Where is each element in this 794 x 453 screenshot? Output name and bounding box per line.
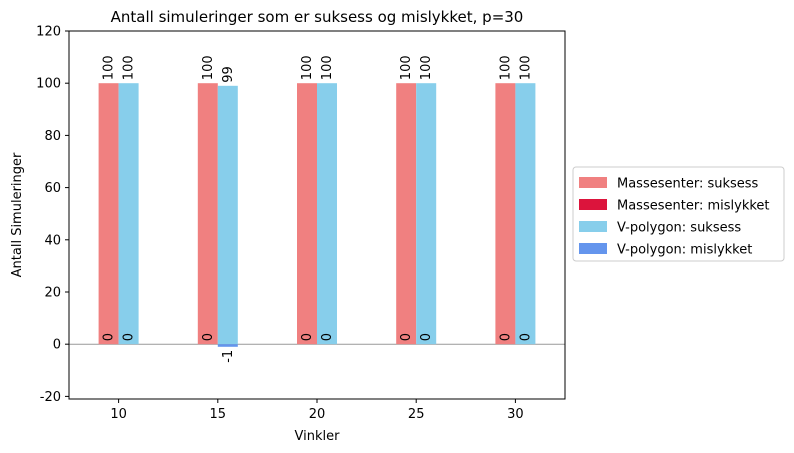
data-label: 100 [201,55,216,80]
y-axis-label: Antall Simuleringer [10,152,25,277]
data-label: 0 [320,333,335,341]
data-label: 100 [102,55,117,80]
x-tick-label: 20 [309,407,326,422]
legend-label: Massesenter: suksess [617,177,759,192]
data-label: 100 [419,55,434,80]
y-tick-label: 60 [44,181,61,196]
bar-massesenter-suksess-30 [495,83,516,345]
legend-swatch [579,243,607,254]
bar-massesenter-suksess-20 [297,83,317,345]
bar-massesenter-suksess-25 [396,83,417,345]
plot-area: 100 0 100 0 10 100 0 99 -1 15 100 0 100 0 20 100 0 100 0 25… [36,25,566,422]
x-tick-label: 25 [408,407,425,422]
data-label: 100 [399,55,414,80]
data-label: 0 [102,333,117,341]
legend-swatch [579,177,607,188]
y-tick-label: 40 [44,233,61,248]
data-label: 0 [300,333,315,341]
data-label: 0 [399,333,414,341]
bar-v-polygon-suksess-30 [515,83,536,345]
legend-swatch [579,221,607,232]
bar-v-polygon-suksess-15 [217,85,238,345]
y-tick-label: -20 [40,390,61,405]
y-tick-label: 120 [36,25,61,40]
bar-v-polygon-suksess-10 [118,83,139,345]
bar-v-polygon-suksess-20 [317,83,337,345]
data-label: 0 [518,333,533,341]
legend-box [572,166,785,262]
x-axis-label: Vinkler [295,429,341,444]
legend-swatch [579,199,607,210]
bar-massesenter-suksess-10 [98,83,119,345]
bar-massesenter-suksess-15 [197,83,218,345]
data-label: 0 [122,333,137,341]
data-label: 100 [518,55,533,80]
data-label: 0 [201,333,216,341]
chart-title: Antall simuleringer som er suksess og mi… [111,8,524,26]
data-label: 100 [122,55,137,80]
data-label: 0 [498,333,513,341]
data-label: -1 [221,350,236,363]
bar-v-polygon-suksess-25 [416,83,437,345]
bar-v-polygon-mislykket-15 [217,344,238,347]
data-label: 99 [221,66,236,83]
data-label: 100 [320,55,335,80]
legend-label: V-polygon: suksess [617,221,741,236]
plot-frame [68,30,566,400]
y-tick-label: 20 [44,285,61,300]
legend: Massesenter: suksess Massesenter: mislykk… [572,166,785,262]
data-label: 100 [300,55,315,80]
data-label: 0 [419,333,434,341]
y-tick-label: 80 [44,129,61,144]
x-tick-label: 15 [210,407,227,422]
y-tick-label: 100 [36,77,61,92]
data-label: 100 [498,55,513,80]
x-tick-label: 10 [110,407,127,422]
legend-label: V-polygon: mislykket [617,243,752,258]
x-tick-label: 30 [507,407,524,422]
legend-label: Massesenter: mislykket [617,199,770,214]
y-tick-label: 0 [53,338,61,353]
